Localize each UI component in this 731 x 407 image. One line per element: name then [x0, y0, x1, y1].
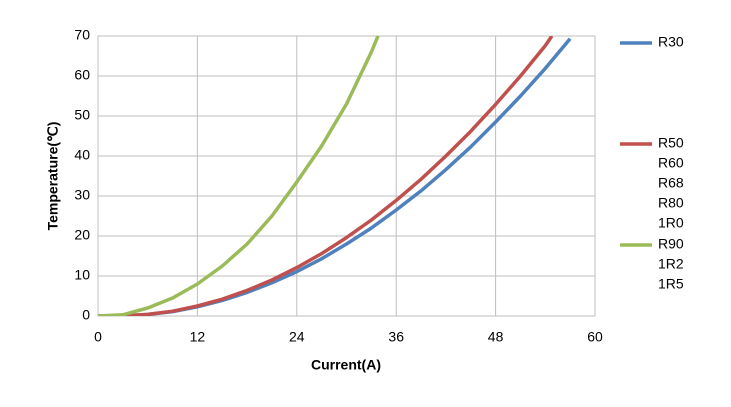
- y-tick-label: 0: [82, 307, 90, 323]
- x-tick-label: 24: [289, 329, 305, 345]
- legend-label: R60: [658, 155, 684, 171]
- legend-label: R90: [658, 236, 684, 252]
- x-tick-label: 60: [587, 329, 603, 345]
- y-tick-label: 20: [74, 227, 90, 243]
- line-series: [98, 37, 572, 316]
- legend-label: R80: [658, 195, 684, 211]
- y-tick-label: 30: [74, 187, 90, 203]
- line-series: [98, 36, 380, 316]
- y-tick-label: 60: [74, 67, 90, 83]
- line-series: [98, 36, 554, 316]
- y-axis-title: Temperature(℃): [45, 122, 61, 231]
- legend-label: R50: [658, 135, 684, 151]
- legend-label: 1R2: [658, 256, 684, 272]
- legend-label: 1R0: [658, 215, 684, 231]
- y-tick-label: 70: [74, 27, 90, 43]
- legend-label: R68: [658, 175, 684, 191]
- legend-label: R30: [658, 34, 684, 50]
- y-tick-label: 10: [74, 267, 90, 283]
- plot-border: [97, 35, 596, 317]
- legend-label: 1R5: [658, 276, 684, 292]
- y-tick-label: 40: [74, 147, 90, 163]
- x-axis-title: Current(A): [311, 357, 381, 373]
- x-tick-label: 0: [94, 329, 102, 345]
- x-tick-label: 48: [488, 329, 504, 345]
- x-tick-label: 36: [388, 329, 404, 345]
- x-tick-label: 12: [190, 329, 206, 345]
- plot-area: [98, 36, 572, 316]
- y-tick-label: 50: [74, 107, 90, 123]
